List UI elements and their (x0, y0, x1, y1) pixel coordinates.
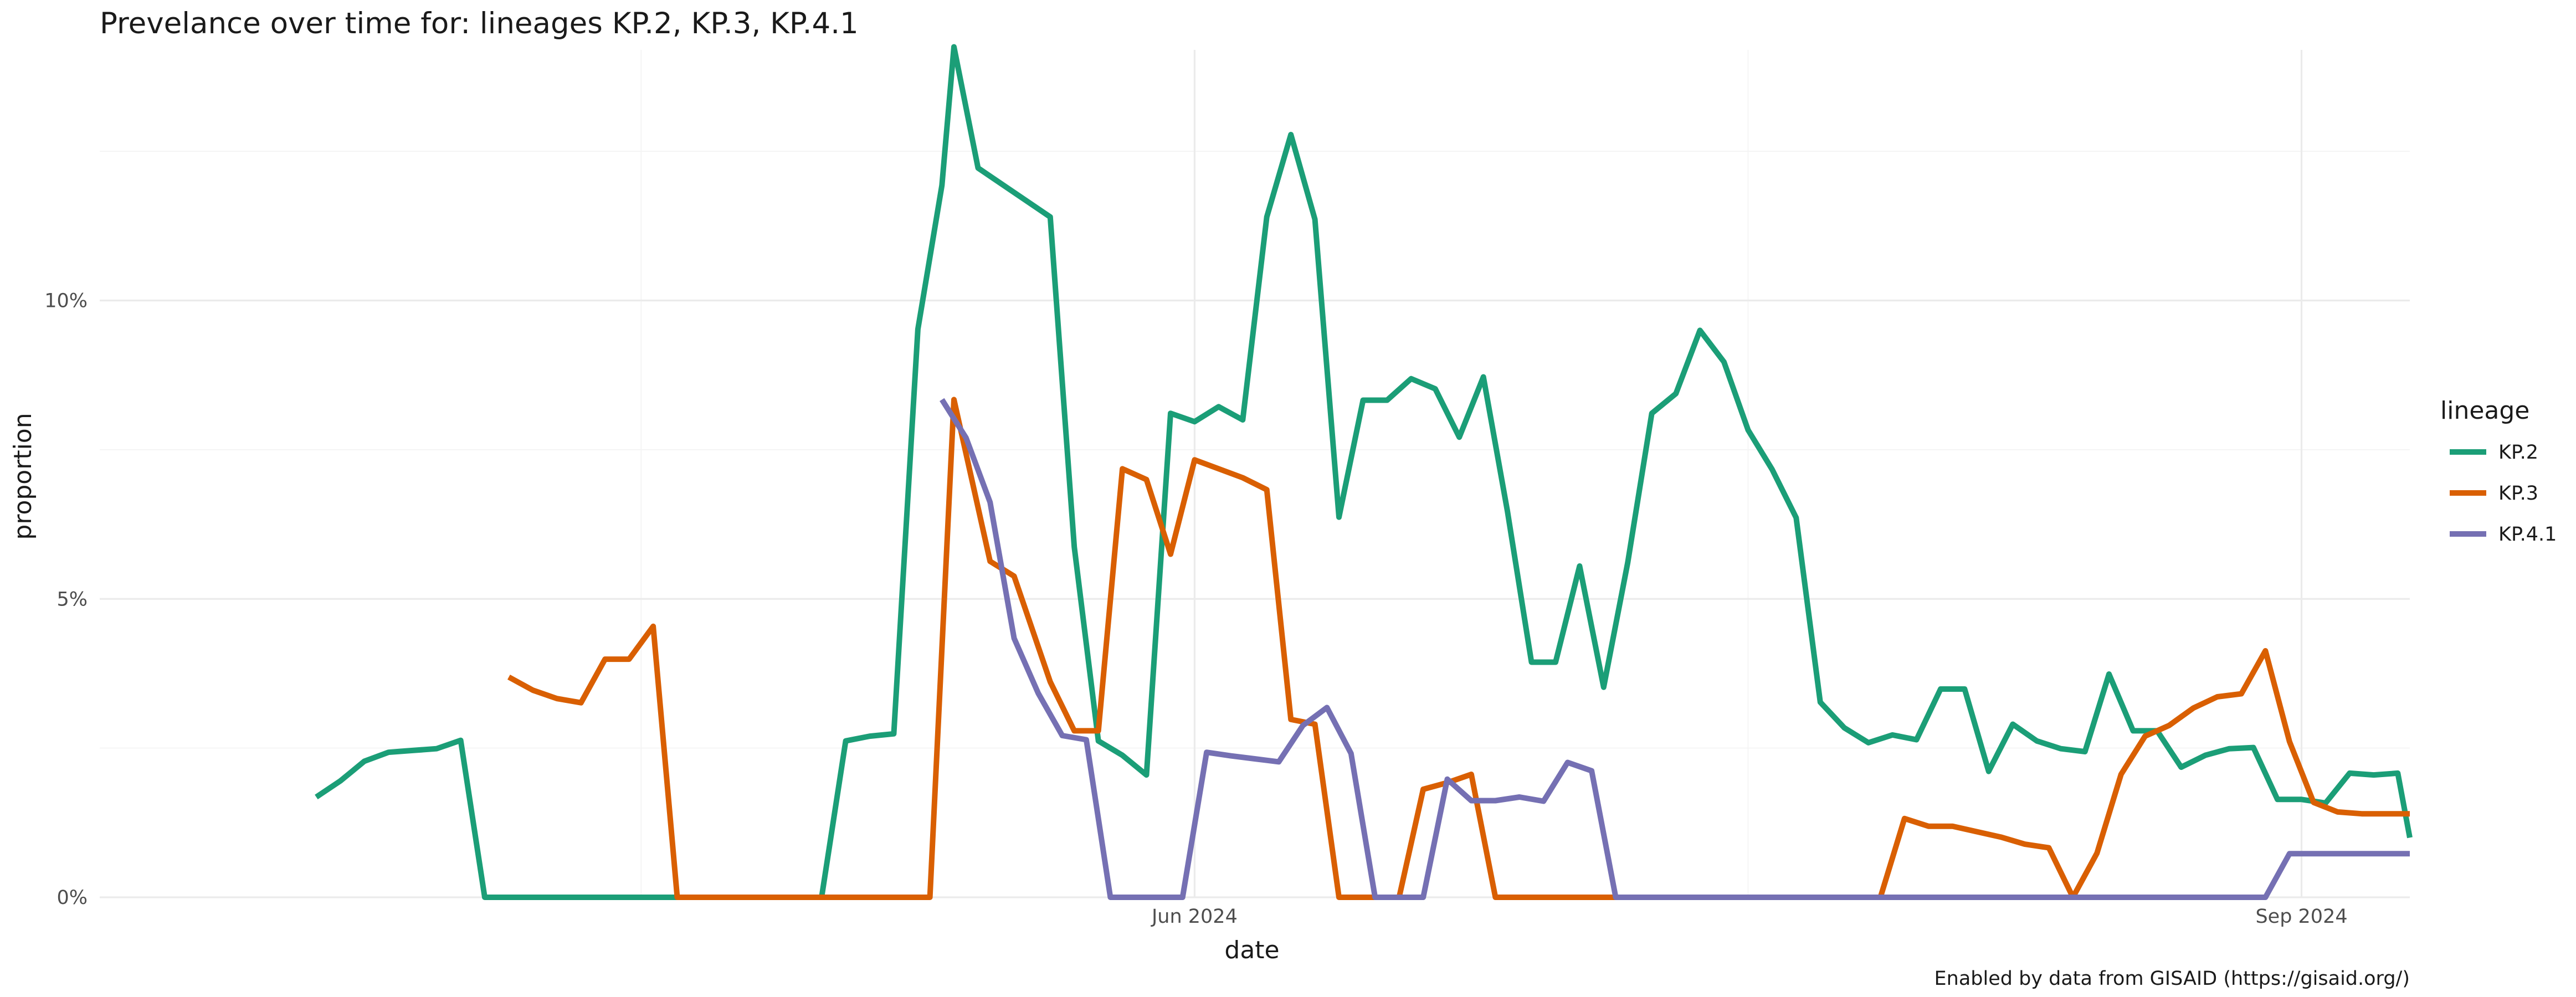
y-axis-title: proportion (9, 413, 37, 539)
y-tick-label: 5% (57, 588, 88, 610)
chart-title: Prevelance over time for: lineages KP.2,… (100, 7, 859, 40)
x-tick-label: Sep 2024 (2255, 906, 2347, 928)
y-tick-label: 10% (44, 290, 88, 312)
x-tick-label: Jun 2024 (1151, 906, 1238, 928)
legend-items: KP.2 KP.3 KP.4.1 (2450, 441, 2557, 546)
x-axis-title: date (1224, 936, 1279, 964)
legend: lineage KP.2 KP.3 KP.4.1 (2440, 397, 2557, 546)
legend-label: KP.2 (2498, 441, 2538, 464)
plot-panel (100, 44, 2413, 900)
major-gridlines (100, 50, 2410, 898)
y-tick-label: 0% (57, 887, 88, 909)
series-lines (315, 44, 2413, 900)
minor-gridlines (100, 50, 2410, 897)
legend-title: lineage (2440, 397, 2529, 425)
legend-label: KP.4.1 (2498, 523, 2557, 546)
legend-label: KP.3 (2498, 482, 2538, 505)
x-axis-ticks: Jun 2024 Sep 2024 (1151, 906, 2348, 928)
chart-caption: Enabled by data from GISAID (https://gis… (1934, 968, 2410, 990)
series-line-kp-2 (315, 44, 2413, 900)
series-line-kp-3 (507, 397, 2410, 900)
y-axis-ticks: 0% 5% 10% (44, 290, 88, 909)
series-line-kp-4-1 (940, 398, 2410, 900)
